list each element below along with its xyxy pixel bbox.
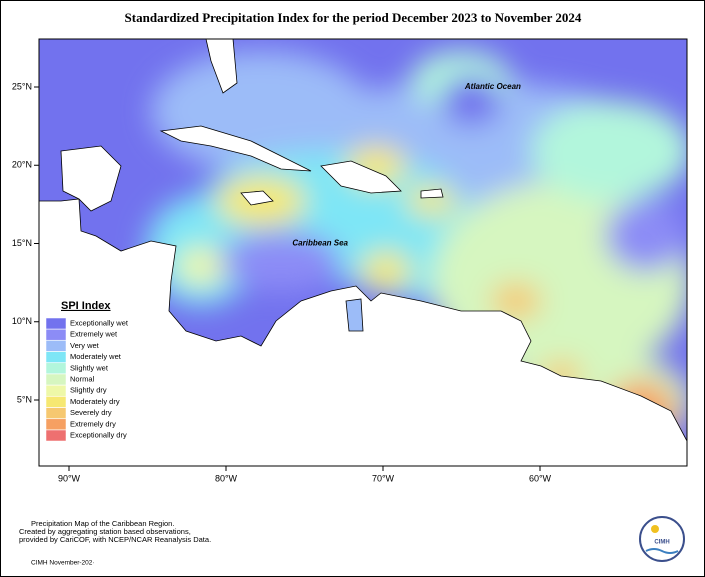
footer-line: Created by aggregating station based obs… (19, 527, 191, 536)
spi-field (39, 39, 687, 466)
lat-label: 10°N (12, 316, 32, 326)
legend-label: Extremely dry (70, 419, 116, 428)
legend-swatch (45, 317, 67, 330)
land (39, 39, 687, 466)
footer: Precipitation Map of the Caribbean Regio… (19, 519, 211, 544)
legend-swatch (45, 384, 67, 397)
legend: SPI Index Exceptionally wet Extremely wet… (44, 298, 162, 443)
place-label: Caribbean Sea (292, 239, 348, 248)
place-label: Atlantic Ocean (464, 82, 521, 91)
legend-label: Severely dry (70, 408, 112, 417)
lon-label: 70°W (372, 473, 395, 483)
legend-title: SPI Index (61, 300, 111, 312)
legend-label: Exceptionally wet (70, 318, 129, 327)
legend-label: Extremely wet (70, 330, 118, 339)
lat-label: 5°N (17, 394, 32, 404)
legend-label: Very wet (70, 341, 100, 350)
logo-wave (645, 548, 679, 554)
lon-label: 90°W (58, 473, 81, 483)
legend-swatch (45, 373, 67, 386)
lon-label: 80°W (215, 473, 238, 483)
legend-label: Slightly wet (70, 363, 109, 372)
logo-text: CIMH (654, 540, 669, 546)
lat-label: 25°N (12, 81, 32, 91)
legend-swatch (45, 328, 67, 341)
legend-swatch (45, 351, 67, 363)
logo-sun (651, 525, 659, 533)
legend-label: Moderately wet (70, 352, 122, 361)
legend-swatch (45, 418, 67, 431)
lon-label: 60°W (529, 473, 552, 483)
footer-line: provided by CariCOF, with NCEP/NCAR Rean… (19, 535, 211, 544)
credit: CIMH November-202· (31, 560, 95, 567)
legend-label: Normal (70, 374, 95, 383)
legend-label: Exceptionally dry (70, 430, 127, 439)
title: Standardized Precipitation Index for the… (125, 10, 582, 25)
legend-swatch (45, 407, 67, 419)
legend-swatch (45, 362, 67, 375)
legend-swatch (45, 396, 67, 408)
legend-label: Moderately dry (70, 397, 120, 406)
lat-label: 20°N (12, 160, 32, 170)
legend-swatch (45, 340, 67, 352)
lat-label: 15°N (12, 238, 32, 248)
map-frame (38, 38, 688, 467)
legend-label: Slightly dry (70, 386, 107, 395)
footer-line: Precipitation Map of the Caribbean Regio… (31, 519, 174, 528)
legend-swatch (45, 429, 67, 442)
